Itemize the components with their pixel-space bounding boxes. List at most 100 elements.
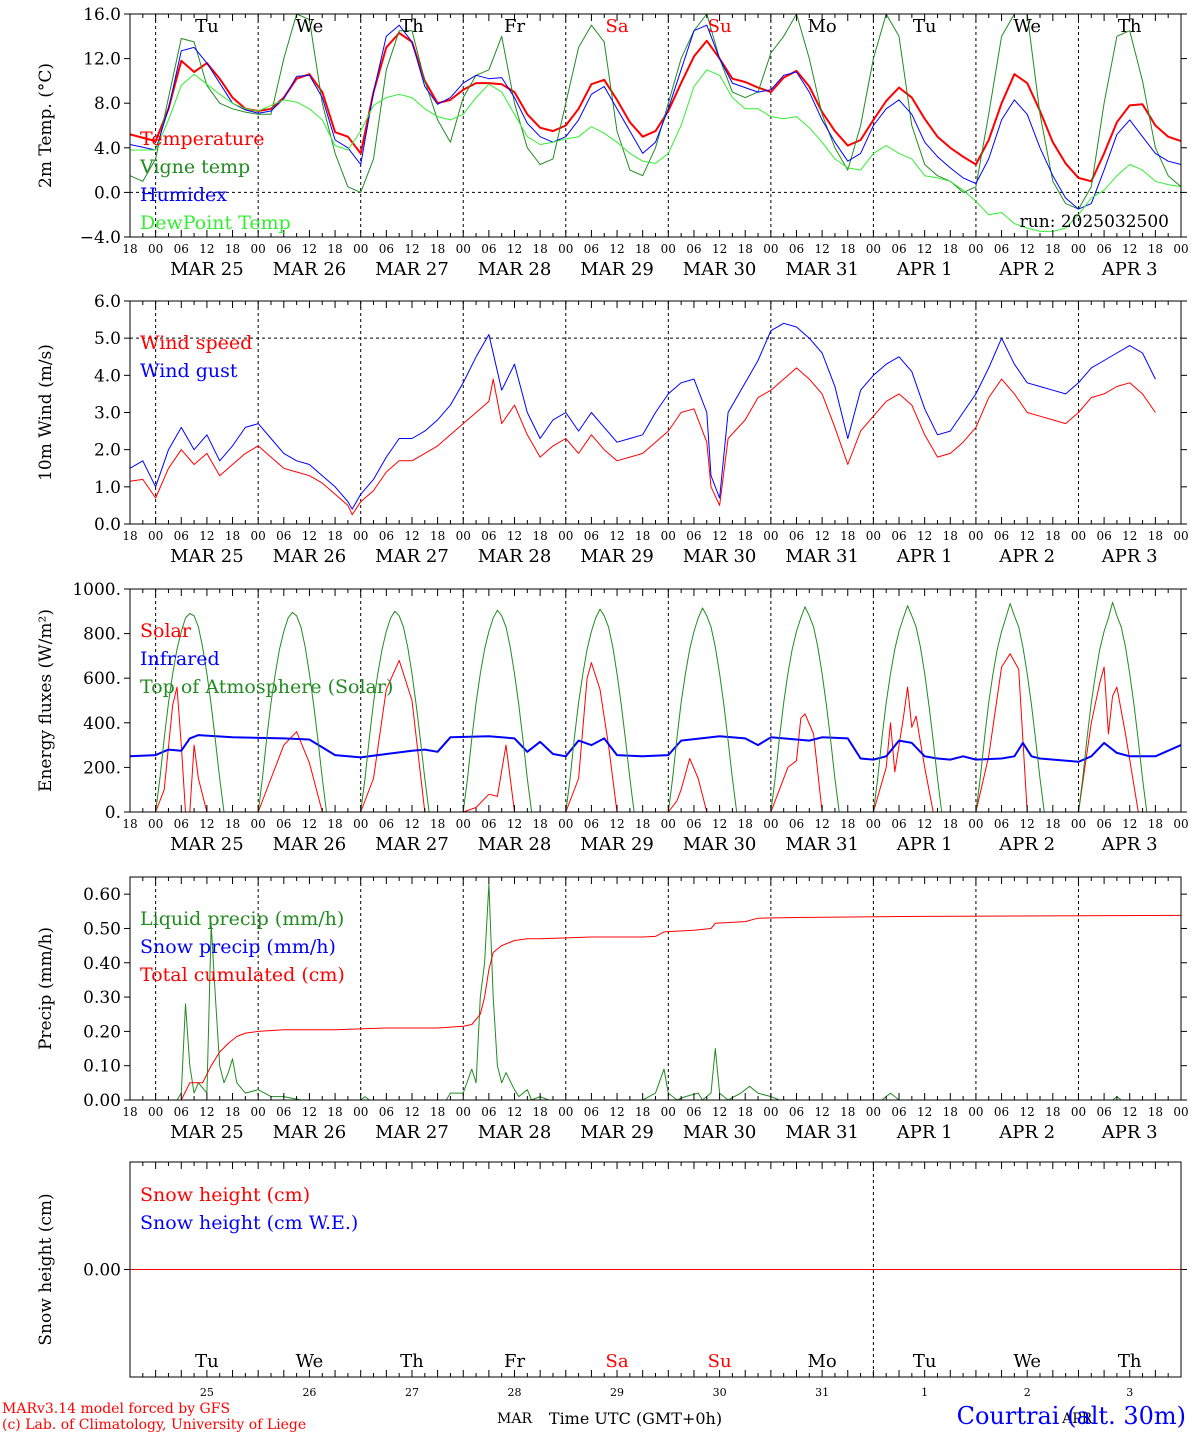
hour-label: 18 bbox=[430, 1105, 445, 1119]
hour-label: 00 bbox=[148, 817, 163, 831]
hour-label: 18 bbox=[840, 817, 855, 831]
credit-line-2: (c) Lab. of Climatology, University of L… bbox=[2, 1417, 307, 1433]
hour-label: 06 bbox=[789, 1105, 804, 1119]
hour-label: 00 bbox=[866, 529, 881, 543]
hour-label: 12 bbox=[1020, 1105, 1035, 1119]
hour-label: 06 bbox=[994, 817, 1009, 831]
hour-label: 00 bbox=[763, 529, 778, 543]
hour-label: 18 bbox=[1148, 1105, 1163, 1119]
hour-label: 12 bbox=[1122, 1105, 1137, 1119]
y-tick-label: 12.0 bbox=[83, 50, 121, 70]
hour-label: 00 bbox=[251, 817, 266, 831]
y-tick-label: 5.0 bbox=[94, 329, 121, 349]
panel-4: 0.00 0.10 0.20 0.30 0.40 0.50 0.60 Precip (mm/h… bbox=[36, 876, 1189, 1143]
hour-label: 18 bbox=[327, 529, 342, 543]
date-label: APR 3 bbox=[1101, 834, 1158, 855]
y-tick-label: 0.30 bbox=[83, 988, 121, 1008]
hour-label: 00 bbox=[456, 529, 471, 543]
hour-label: 00 bbox=[148, 242, 163, 256]
hour-label: 18 bbox=[122, 817, 137, 831]
hour-label: 12 bbox=[1122, 242, 1137, 256]
series-line-3 bbox=[130, 914, 1182, 1101]
hour-label: 06 bbox=[174, 817, 189, 831]
legend-entry: Snow precip (mm/h) bbox=[140, 936, 336, 958]
hour-label: 12 bbox=[507, 529, 522, 543]
date-label: APR 3 bbox=[1101, 1122, 1158, 1143]
legend-entry: Vigne temp bbox=[139, 156, 250, 178]
hour-label: 06 bbox=[276, 529, 291, 543]
legend-entry: Snow height (cm) bbox=[140, 1184, 310, 1206]
date-label: MAR 26 bbox=[273, 546, 347, 567]
hour-label: 00 bbox=[968, 529, 983, 543]
day-name: Mo bbox=[807, 1351, 836, 1372]
day-name: We bbox=[1013, 16, 1041, 37]
hour-label: 18 bbox=[1045, 242, 1060, 256]
day-number: 28 bbox=[508, 1386, 522, 1399]
hour-label: 12 bbox=[404, 529, 419, 543]
hour-label: 18 bbox=[225, 817, 240, 831]
hour-label: 00 bbox=[353, 817, 368, 831]
hour-label: 00 bbox=[661, 1105, 676, 1119]
hour-label: 06 bbox=[379, 1105, 394, 1119]
hour-label: 06 bbox=[1096, 1105, 1111, 1119]
hour-label: 12 bbox=[814, 1105, 829, 1119]
hour-label: 18 bbox=[943, 242, 958, 256]
day-number: 3 bbox=[1126, 1386, 1133, 1399]
y-tick-label: 0. bbox=[105, 803, 121, 823]
hour-label: 12 bbox=[404, 242, 419, 256]
date-label: MAR 31 bbox=[785, 1122, 859, 1143]
date-label: MAR 30 bbox=[683, 834, 757, 855]
y-tick-label: 0.0 bbox=[94, 515, 121, 535]
legend-entry: Humidex bbox=[140, 184, 227, 206]
date-label: MAR 29 bbox=[580, 834, 654, 855]
credit-line-1: MARv3.14 model forced by GFS bbox=[2, 1401, 231, 1417]
hour-label: 06 bbox=[686, 529, 701, 543]
legend-entry: Temperature bbox=[140, 128, 264, 150]
day-name: Tu bbox=[913, 16, 937, 37]
date-label: MAR 29 bbox=[580, 1122, 654, 1143]
hour-label: 06 bbox=[276, 817, 291, 831]
hour-label: 00 bbox=[148, 529, 163, 543]
series-line-1 bbox=[129, 32, 1182, 183]
legend-entry: Top of Atmosphere (Solar) bbox=[140, 676, 393, 698]
hour-label: 00 bbox=[148, 1105, 163, 1119]
y-axis-label: 10m Wind (m/s) bbox=[36, 344, 56, 481]
day-name: We bbox=[296, 1351, 324, 1372]
day-name: Th bbox=[400, 16, 424, 37]
panel-3: 0. 200. 400. 600. 800. 1000. Energy fluxes (W/… bbox=[36, 580, 1189, 855]
hour-label: 18 bbox=[840, 242, 855, 256]
hour-label: 06 bbox=[789, 529, 804, 543]
series-line-3 bbox=[129, 24, 1182, 210]
hour-label: 18 bbox=[840, 1105, 855, 1119]
hour-label: 06 bbox=[379, 817, 394, 831]
hour-label: 00 bbox=[558, 1105, 573, 1119]
date-label: MAR 26 bbox=[273, 259, 347, 280]
hour-label: 00 bbox=[968, 817, 983, 831]
hour-label: 18 bbox=[430, 529, 445, 543]
date-label: APR 2 bbox=[998, 834, 1055, 855]
hour-label: 18 bbox=[225, 242, 240, 256]
hour-label: 00 bbox=[866, 1105, 881, 1119]
hour-label: 18 bbox=[327, 242, 342, 256]
date-label: MAR 27 bbox=[375, 834, 449, 855]
hour-label: 06 bbox=[994, 529, 1009, 543]
station-label: Courtrai (alt. 30m) bbox=[956, 1402, 1186, 1430]
hour-label: 06 bbox=[481, 817, 496, 831]
hour-label: 06 bbox=[174, 242, 189, 256]
day-name: Fr bbox=[504, 1351, 525, 1372]
hour-label: 18 bbox=[225, 529, 240, 543]
y-axis-label: Precip (mm/h) bbox=[36, 927, 56, 1050]
hour-label: 00 bbox=[353, 242, 368, 256]
hour-label: 18 bbox=[943, 529, 958, 543]
hour-label: 06 bbox=[481, 242, 496, 256]
hour-label: 06 bbox=[686, 242, 701, 256]
hour-label: 18 bbox=[225, 1105, 240, 1119]
series-line-4 bbox=[130, 69, 1182, 232]
hour-label: 12 bbox=[712, 817, 727, 831]
y-tick-label: 0.00 bbox=[83, 1091, 121, 1111]
legend-entry: Total cumulated (cm) bbox=[140, 964, 345, 986]
hour-label: 18 bbox=[738, 242, 753, 256]
y-tick-label: 800. bbox=[83, 625, 121, 645]
hour-label: 12 bbox=[302, 242, 317, 256]
hour-label: 18 bbox=[122, 242, 137, 256]
